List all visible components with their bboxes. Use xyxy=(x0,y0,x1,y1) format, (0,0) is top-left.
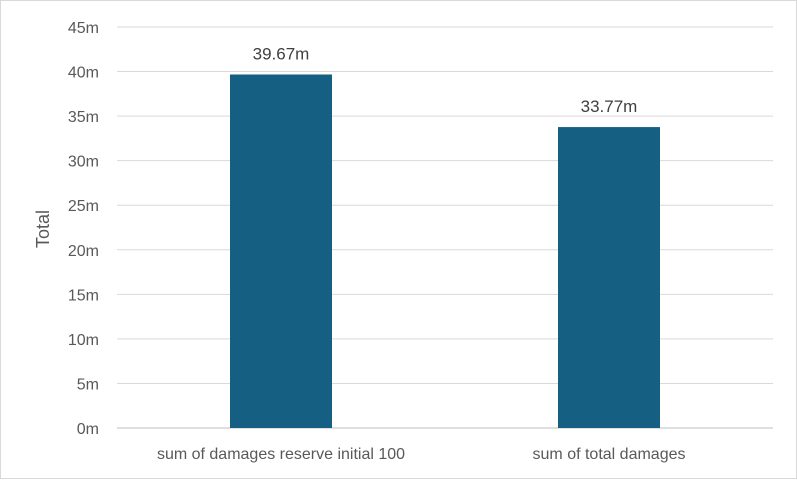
bars xyxy=(230,74,660,429)
gridlines xyxy=(117,26,773,429)
bar xyxy=(230,74,332,429)
y-tick-label: 10m xyxy=(68,332,99,349)
y-axis-title: Total xyxy=(33,210,53,248)
y-tick-label: 20m xyxy=(68,243,99,260)
data-labels: 39.67m 33.77m xyxy=(253,44,638,116)
y-tick-label: 35m xyxy=(68,109,99,126)
y-tick-label: 45m xyxy=(68,20,99,37)
y-tick-label: 25m xyxy=(68,198,99,215)
y-axis-tick-labels: 0m 5m 10m 15m 20m 25m 30m 35m 40m 45m xyxy=(68,20,99,438)
bar xyxy=(558,127,660,428)
y-tick-label: 0m xyxy=(77,421,99,438)
data-label: 33.77m xyxy=(581,97,638,116)
y-tick-label: 5m xyxy=(77,376,99,393)
y-tick-label: 15m xyxy=(68,287,99,304)
data-label: 39.67m xyxy=(253,44,310,63)
y-tick-label: 30m xyxy=(68,154,99,171)
x-axis-category-labels: sum of damages reserve initial 100 sum of… xyxy=(157,446,686,463)
x-category-label: sum of damages reserve initial 100 xyxy=(157,446,405,463)
x-category-label: sum of total damages xyxy=(533,446,686,463)
y-tick-label: 40m xyxy=(68,65,99,82)
